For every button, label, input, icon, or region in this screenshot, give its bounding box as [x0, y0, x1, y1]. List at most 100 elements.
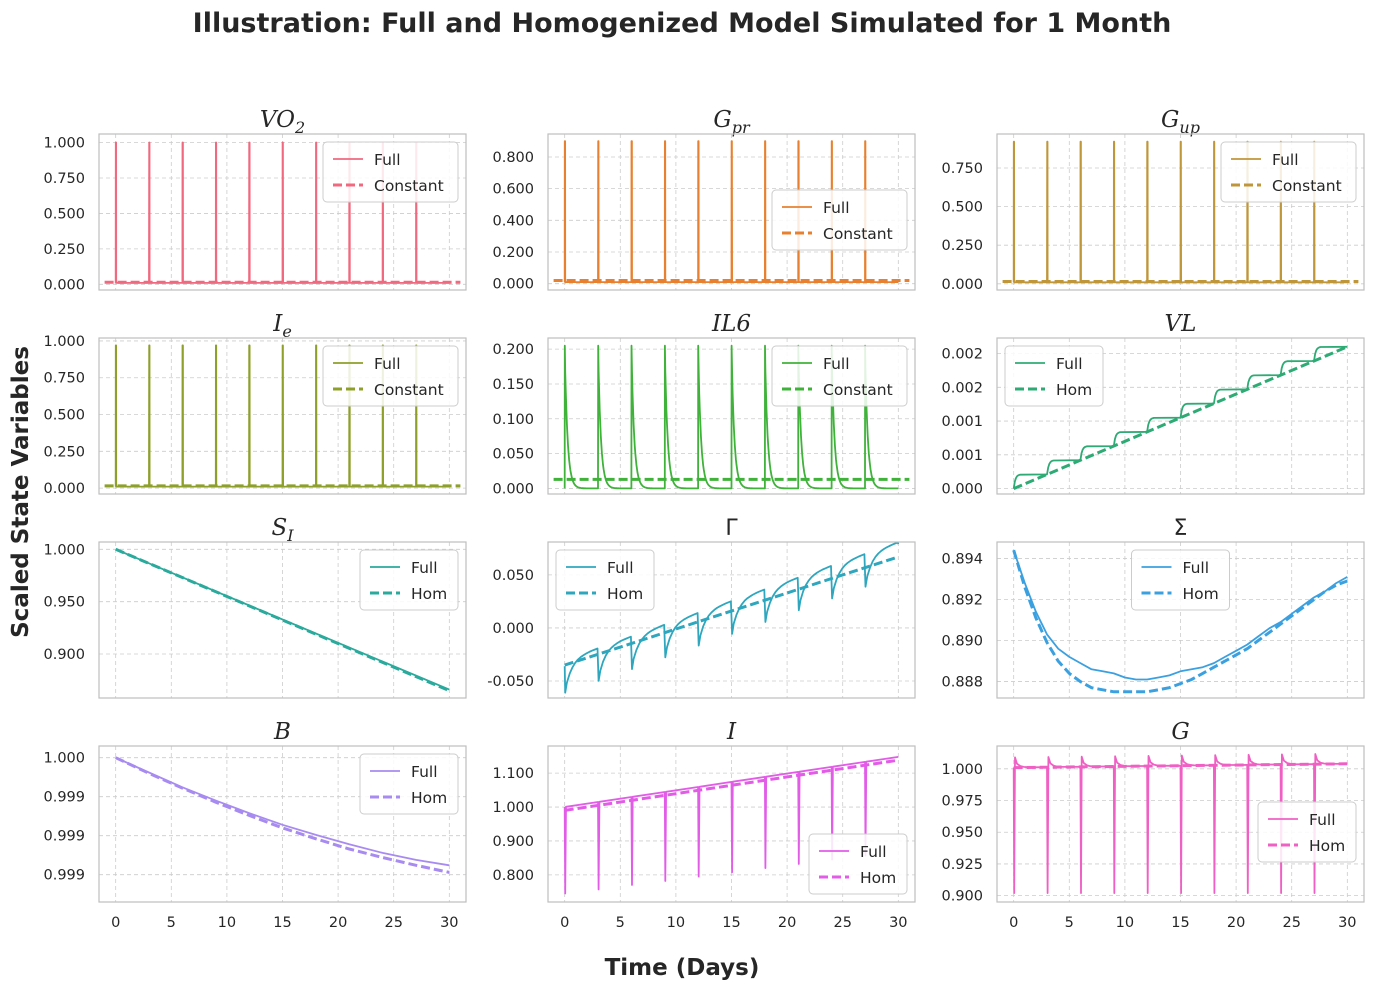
legend-second-label: Constant	[374, 177, 444, 195]
subplot-i-10: I 0.800 0.900 1.000 1.100 0 5 10 15 20 25 30 Full Hom	[492, 719, 916, 931]
subplot-title-main: G	[713, 107, 731, 133]
y-tick-label: 0.500	[43, 408, 85, 424]
subplot-title-main: Σ	[1174, 516, 1188, 541]
y-tick-label: 0.001	[941, 414, 983, 430]
axes-frame	[547, 745, 916, 903]
legend-box	[808, 833, 908, 895]
y-tick-label: 0.000	[43, 277, 85, 293]
y-tick-label: 0.600	[492, 182, 534, 198]
y-tick-label: 0.999	[43, 790, 85, 806]
y-tick-label: 0.800	[492, 150, 534, 166]
y-tick-label: -0.050	[487, 674, 534, 690]
y-tick-label: 0.800	[492, 868, 534, 884]
y-tick-label: 1.000	[43, 751, 85, 767]
y-tick-label: 0.999	[43, 868, 85, 884]
legend-second-label: Constant	[823, 225, 893, 243]
subplot-title-main: I	[726, 719, 737, 745]
figure-title: Illustration: Full and Homogenized Model…	[193, 8, 1172, 39]
legend-box	[322, 345, 459, 407]
subplot-title-main: B	[273, 719, 291, 745]
subplot-il6-4: IL6 0.000 0.050 0.100 0.150 0.200 Full Constant	[492, 311, 916, 497]
legend-second-label: Hom	[411, 585, 447, 603]
legend-full-label: Full	[411, 763, 438, 781]
legend-second-label: Hom	[607, 585, 643, 603]
axes-frame	[547, 133, 916, 291]
legend-second-label: Hom	[1056, 381, 1092, 399]
subplot-vl-5: VL 0.000 0.001 0.001 0.002 0.002 Full Hom	[941, 311, 1365, 498]
axes-frame	[98, 337, 467, 495]
y-tick-label: 0.500	[941, 200, 983, 216]
legend: Full Hom	[359, 753, 459, 815]
y-tick-label: 1.100	[492, 766, 534, 782]
legend-full-label: Full	[374, 151, 401, 169]
y-tick-label: 0.000	[492, 621, 534, 637]
subplot-title-main: IL6	[711, 311, 751, 337]
legend: Full Hom	[808, 833, 908, 895]
subplot-ie-3: Ie 0.000 0.250 0.500 0.750 1.000 Full Constant	[43, 311, 467, 497]
y-tick-label: 0.250	[941, 238, 983, 254]
y-tick-label: 0.999	[43, 829, 85, 845]
axes-frame	[98, 133, 467, 291]
legend: Full Hom	[555, 549, 655, 611]
legend-full-label: Full	[1272, 151, 1299, 169]
legend-box	[1257, 801, 1357, 863]
subplot-title-subscript: up	[1179, 118, 1200, 137]
y-tick-label: 0.002	[941, 347, 983, 363]
legend-full-label: Full	[860, 843, 887, 861]
subplot-title-main: I	[272, 311, 283, 337]
y-tick-label: 0.250	[43, 242, 85, 258]
legend-full-label: Full	[411, 559, 438, 577]
subplot-grid: VO2 0.000 0.250 0.500 0.750 1.000 Full Constant…	[43, 107, 1365, 931]
subplot-g-11: G 0.900 0.925 0.950 0.975 1.000 0 5 10 15 20 25 30 Fu…	[941, 719, 1365, 931]
subplot-title: SI	[271, 515, 294, 545]
legend-box	[771, 189, 908, 251]
subplot-title-subscript: pr	[732, 118, 751, 137]
y-tick-label: 1.000	[43, 542, 85, 558]
series-hom-line	[1012, 549, 1348, 694]
x-tick-label: 20	[1227, 915, 1245, 931]
legend-box	[322, 141, 459, 203]
y-tick-label: 0.892	[941, 592, 983, 608]
subplot-title-subscript: I	[286, 526, 294, 545]
legend-full-label: Full	[1056, 355, 1083, 373]
subplot-b-9: B 0.999 0.999 0.999 1.000 0 5 10 15 20 25 30 Full Hom	[43, 719, 467, 931]
x-tick-label: 30	[1338, 915, 1356, 931]
series-full-line	[1012, 345, 1349, 489]
x-tick-label: 25	[1282, 915, 1300, 931]
axes-frame	[98, 745, 467, 903]
legend-second-label: Hom	[411, 789, 447, 807]
series-full-line	[563, 542, 900, 694]
subplot-title-main: VO	[260, 107, 295, 133]
subplot-vo2-0: VO2 0.000 0.250 0.500 0.750 1.000 Full Constant	[43, 107, 467, 293]
series-hom-line	[564, 555, 899, 667]
axes-frame	[996, 337, 1365, 495]
subplot-title-main: S	[271, 515, 287, 541]
subplot-title: G	[1171, 719, 1189, 745]
y-tick-label: 0.100	[492, 412, 534, 428]
y-tick-label: 0.000	[941, 482, 983, 498]
legend: Full Hom	[1257, 801, 1357, 863]
x-tick-label: 25	[384, 915, 402, 931]
y-tick-label: 0.200	[492, 342, 534, 358]
legend: Full Hom	[1004, 345, 1104, 407]
y-tick-label: 1.000	[43, 334, 85, 350]
x-tick-label: 30	[440, 915, 458, 931]
y-tick-label: 0.050	[492, 447, 534, 463]
subplot--7: Γ -0.050 0.000 0.050 Full Hom	[487, 516, 916, 699]
y-tick-label: 0.000	[492, 277, 534, 293]
figure-y-label: Scaled State Variables	[8, 346, 34, 638]
y-tick-label: 1.000	[492, 800, 534, 816]
axes-frame	[98, 541, 467, 699]
subplot-si-6: SI 0.900 0.950 1.000 Full Hom	[43, 515, 467, 699]
subplot-title: B	[273, 719, 291, 745]
axes-frame	[547, 541, 916, 699]
y-tick-label: 0.900	[492, 834, 534, 850]
x-tick-label: 20	[778, 915, 796, 931]
y-tick-label: 0.888	[941, 675, 983, 691]
y-tick-label: 0.001	[941, 448, 983, 464]
y-tick-label: 1.000	[941, 762, 983, 778]
legend-box	[1220, 141, 1357, 203]
y-tick-label: 0.000	[43, 481, 85, 497]
y-tick-label: 0.950	[43, 595, 85, 611]
